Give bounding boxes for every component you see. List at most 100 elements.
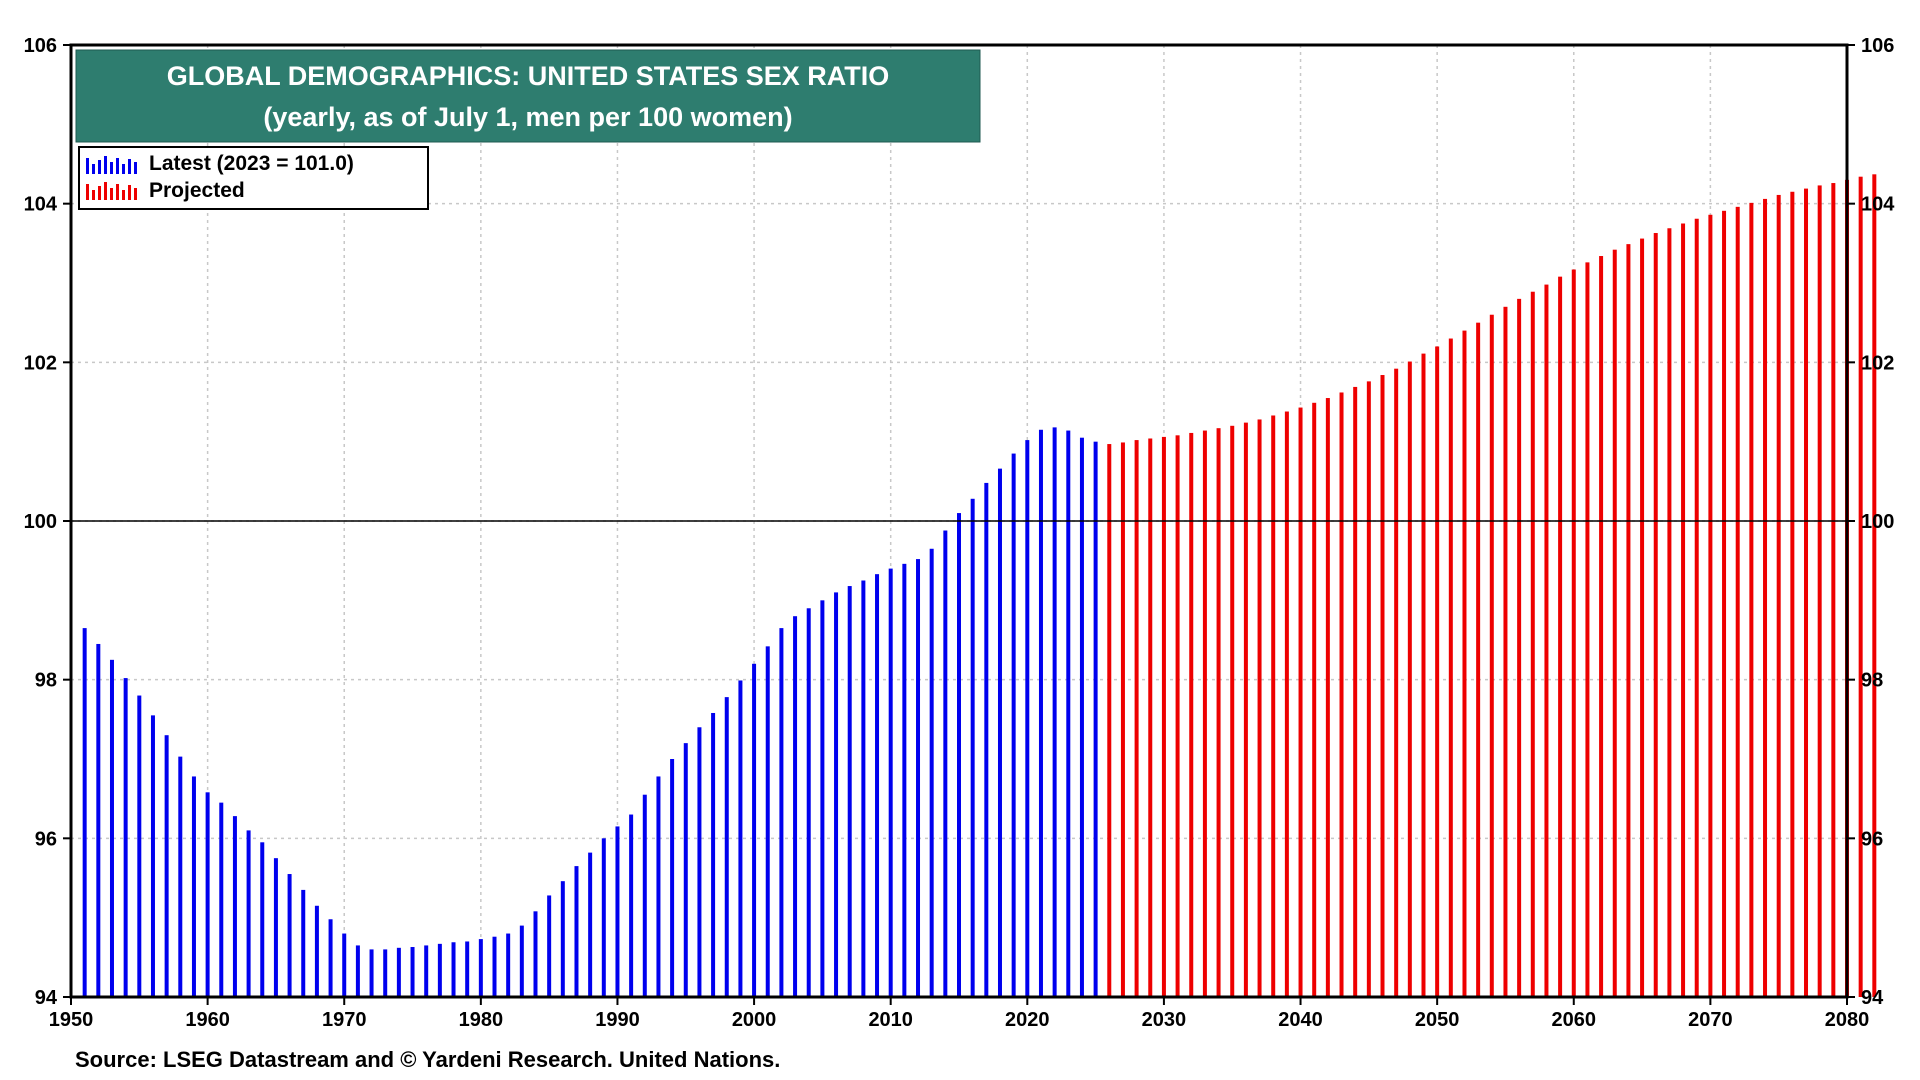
bar-projected-2028 bbox=[1134, 440, 1139, 998]
bar-latest-1967 bbox=[301, 889, 306, 997]
bar-latest-1957 bbox=[164, 735, 169, 997]
bar-projected-2075 bbox=[1776, 194, 1781, 997]
bar-latest-1979 bbox=[465, 941, 470, 997]
bar-latest-1953 bbox=[109, 659, 114, 997]
bar-latest-1997 bbox=[711, 712, 716, 997]
x-tick-label-1970: 1970 bbox=[322, 1009, 367, 1031]
y-axis-left: 94 96 98 100 102 104 106 bbox=[24, 35, 71, 1009]
bar-latest-1978 bbox=[451, 942, 456, 997]
x-tick-label-1960: 1960 bbox=[185, 1009, 230, 1031]
bar-latest-1976 bbox=[424, 945, 429, 997]
bar-latest-1956 bbox=[150, 715, 155, 997]
bar-projected-2053 bbox=[1476, 322, 1481, 998]
bar-latest-1968 bbox=[314, 905, 319, 997]
y-tick-label-right-106: 106 bbox=[1861, 35, 1894, 57]
bar-latest-2008 bbox=[861, 580, 866, 997]
bar-projected-2030 bbox=[1161, 436, 1166, 997]
y-tick-label-right-94: 94 bbox=[1861, 987, 1884, 1009]
bar-projected-2051 bbox=[1448, 338, 1453, 997]
bar-latest-1960 bbox=[205, 792, 210, 997]
x-tick-label-2000: 2000 bbox=[732, 1009, 777, 1031]
legend-swatch-bar bbox=[104, 182, 107, 200]
bar-projected-2035 bbox=[1230, 425, 1235, 997]
bar-latest-1981 bbox=[492, 936, 497, 997]
bar-projected-2040 bbox=[1298, 407, 1303, 997]
x-tick-label-2040: 2040 bbox=[1278, 1009, 1323, 1031]
y-tick-label-right-102: 102 bbox=[1861, 352, 1894, 374]
bar-latest-2004 bbox=[806, 608, 811, 997]
bar-latest-2005 bbox=[820, 600, 825, 997]
bar-projected-2081 bbox=[1858, 176, 1863, 997]
bar-projected-2066 bbox=[1653, 233, 1658, 997]
bar-projected-2036 bbox=[1243, 422, 1248, 997]
y-tick-label-right-98: 98 bbox=[1861, 670, 1883, 692]
bar-latest-1971 bbox=[355, 945, 360, 997]
bar-latest-2009 bbox=[875, 574, 880, 997]
bar-projected-2050 bbox=[1435, 346, 1440, 997]
bar-latest-2021 bbox=[1038, 429, 1043, 997]
bar-latest-2000 bbox=[752, 663, 757, 997]
legend-swatch-bar bbox=[128, 185, 131, 200]
bar-latest-1974 bbox=[396, 947, 401, 997]
legend-swatch-bar bbox=[110, 162, 113, 174]
y-tick-label-right-104: 104 bbox=[1861, 194, 1895, 216]
legend-swatch-bar bbox=[86, 158, 89, 174]
legend-swatch-bar bbox=[92, 190, 95, 200]
legend-swatch-bar bbox=[104, 156, 107, 174]
bar-projected-2044 bbox=[1353, 386, 1358, 998]
bar-latest-1998 bbox=[724, 697, 729, 997]
bar-projected-2056 bbox=[1517, 298, 1522, 997]
bar-latest-2017 bbox=[984, 482, 989, 997]
bar-latest-2015 bbox=[957, 513, 961, 997]
bar-latest-2019 bbox=[1011, 453, 1016, 998]
bar-projected-2049 bbox=[1421, 353, 1426, 997]
bar-projected-2078 bbox=[1817, 185, 1822, 998]
title-box: GLOBAL DEMOGRAPHICS: UNITED STATES SEX R… bbox=[75, 49, 981, 143]
bar-latest-2024 bbox=[1079, 437, 1084, 997]
y-tick-label-left-102: 102 bbox=[24, 352, 57, 374]
bar-latest-1973 bbox=[383, 949, 388, 997]
bar-latest-1993 bbox=[656, 776, 661, 997]
bar-latest-1980 bbox=[478, 939, 483, 997]
bar-projected-2062 bbox=[1599, 256, 1604, 997]
bar-latest-1985 bbox=[547, 895, 552, 997]
bar-projected-2057 bbox=[1530, 291, 1535, 997]
x-tick-label-2070: 2070 bbox=[1688, 1009, 1733, 1031]
bar-latest-1952 bbox=[96, 643, 101, 997]
bar-projected-2068 bbox=[1681, 223, 1686, 997]
y-tick-label-left-96: 96 bbox=[35, 828, 57, 850]
bar-projected-2037 bbox=[1257, 419, 1262, 997]
x-tick-label-2030: 2030 bbox=[1142, 1009, 1187, 1031]
bar-projected-2052 bbox=[1462, 330, 1467, 998]
bar-latest-1996 bbox=[697, 727, 702, 997]
chart-subtitle: (yearly, as of July 1, men per 100 women… bbox=[263, 102, 792, 132]
bar-projected-2055 bbox=[1503, 306, 1508, 997]
legend-swatch-bar bbox=[134, 188, 137, 200]
bar-latest-1965 bbox=[273, 858, 278, 997]
bar-latest-2002 bbox=[779, 628, 784, 997]
bar-latest-2007 bbox=[847, 586, 852, 997]
bar-latest-2014 bbox=[943, 530, 948, 997]
bar-latest-2012 bbox=[916, 559, 921, 997]
bar-latest-1991 bbox=[629, 814, 634, 997]
y-tick-label-right-96: 96 bbox=[1861, 828, 1883, 850]
bar-latest-2013 bbox=[929, 548, 934, 997]
bar-latest-2016 bbox=[970, 498, 975, 997]
legend-swatch-bar bbox=[86, 184, 89, 200]
bar-projected-2074 bbox=[1763, 198, 1768, 997]
bar-latest-1987 bbox=[574, 866, 579, 997]
bar-projected-2046 bbox=[1380, 375, 1385, 997]
bar-latest-1958 bbox=[178, 756, 183, 997]
legend: Latest (2023 = 101.0) Projected bbox=[78, 146, 429, 210]
bar-projected-2071 bbox=[1722, 210, 1727, 998]
bar-projected-2064 bbox=[1626, 244, 1631, 998]
bar-latest-2006 bbox=[834, 592, 839, 997]
legend-swatch-bar bbox=[116, 184, 119, 200]
bar-projected-2060 bbox=[1571, 269, 1576, 998]
bar-projected-2073 bbox=[1749, 202, 1754, 997]
x-tick-label-2060: 2060 bbox=[1552, 1009, 1597, 1031]
bar-projected-2045 bbox=[1366, 381, 1371, 998]
bar-projected-2039 bbox=[1284, 411, 1289, 997]
bar-latest-1969 bbox=[328, 919, 333, 997]
bar-projected-2042 bbox=[1325, 398, 1330, 997]
